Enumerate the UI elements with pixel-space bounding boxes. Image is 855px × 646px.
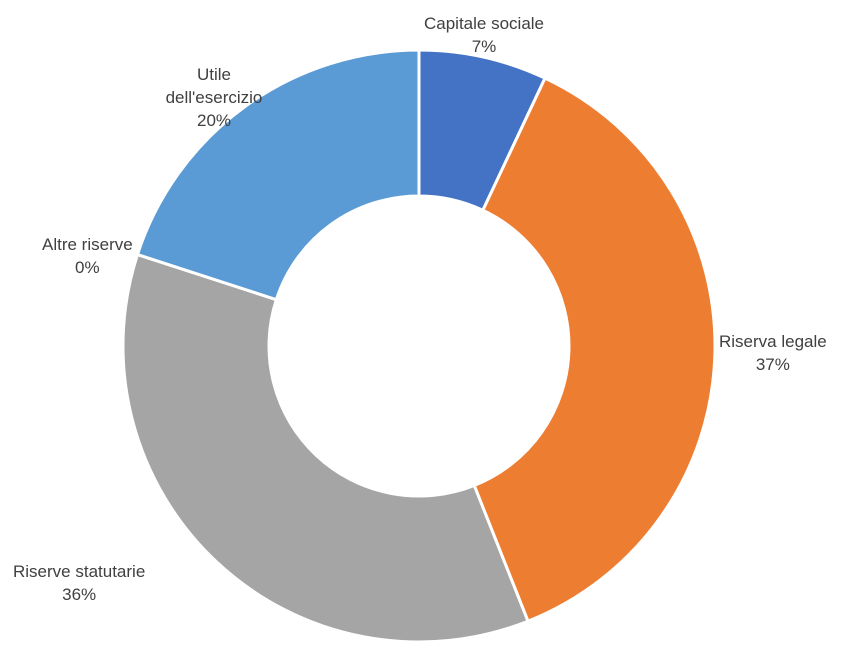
data-label-riserve-statutarie: Riserve statutarie 36%	[13, 560, 145, 606]
label-percent: 20%	[196, 111, 232, 130]
label-name: Riserve statutarie	[13, 562, 146, 581]
label-name-line1: Utile	[196, 65, 231, 84]
label-name-line2: dell'esercizio	[165, 88, 263, 107]
data-label-utile-esercizio: Utile dell'esercizio 20%	[156, 63, 272, 132]
label-percent: 0%	[75, 258, 100, 277]
label-name: Altre riserve	[42, 235, 133, 254]
slice-riserve-statutarie	[121, 252, 530, 644]
label-percent: 7%	[471, 37, 497, 56]
label-percent: 37%	[755, 355, 790, 374]
slice-utile-dell-esercizio	[135, 48, 421, 302]
data-label-altre-riserve: Altre riserve 0%	[42, 233, 133, 279]
label-percent: 36%	[62, 585, 97, 604]
label-name: Capitale sociale	[424, 14, 545, 33]
label-name: Riserva legale	[719, 332, 827, 351]
data-label-capitale-sociale: Capitale sociale 7%	[424, 12, 544, 58]
data-label-riserva-legale: Riserva legale 37%	[719, 330, 827, 376]
slice-riserva-legale	[472, 76, 717, 624]
